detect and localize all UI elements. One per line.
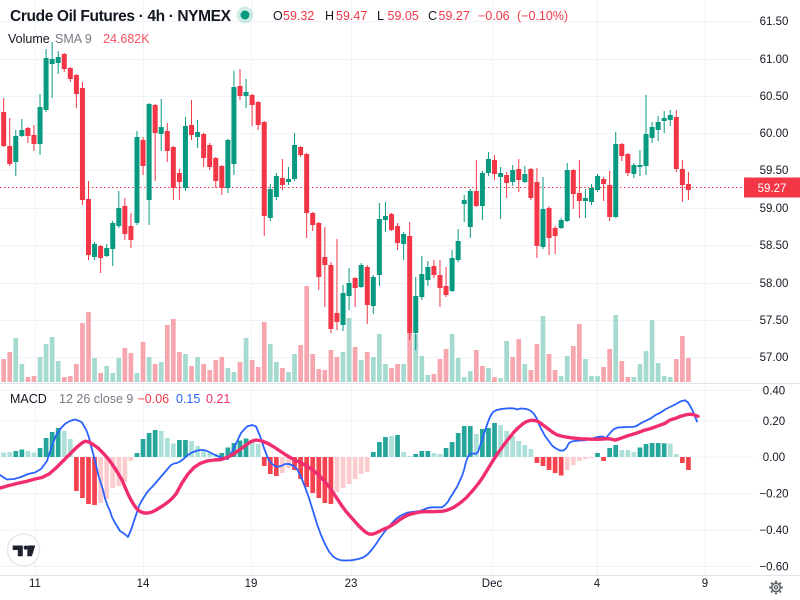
svg-text:SMA 9: SMA 9 bbox=[55, 32, 92, 46]
svg-text:12 26 close 9: 12 26 close 9 bbox=[59, 392, 133, 406]
svg-text:0.20: 0.20 bbox=[763, 416, 785, 428]
svg-text:9: 9 bbox=[702, 578, 708, 590]
svg-text:23: 23 bbox=[345, 578, 358, 590]
svg-text:Crude Oil Futures · 4h · NYMEX: Crude Oil Futures · 4h · NYMEX bbox=[10, 8, 232, 25]
svg-text:59.50: 59.50 bbox=[760, 165, 789, 177]
svg-text:−0.60: −0.60 bbox=[759, 562, 788, 574]
svg-text:−0.06: −0.06 bbox=[478, 9, 510, 23]
svg-text:24.682K: 24.682K bbox=[103, 32, 150, 46]
svg-text:59.32: 59.32 bbox=[283, 9, 314, 23]
svg-text:0.40: 0.40 bbox=[763, 386, 785, 398]
svg-text:Volume: Volume bbox=[8, 32, 50, 46]
svg-text:O: O bbox=[273, 9, 283, 23]
svg-text:0.00: 0.00 bbox=[763, 452, 785, 464]
svg-text:−0.06: −0.06 bbox=[138, 392, 170, 406]
svg-text:60.00: 60.00 bbox=[760, 128, 789, 140]
svg-text:61.00: 61.00 bbox=[760, 54, 789, 66]
svg-text:−0.40: −0.40 bbox=[759, 525, 788, 537]
svg-text:59.00: 59.00 bbox=[760, 203, 789, 215]
svg-text:(−0.10%): (−0.10%) bbox=[517, 9, 568, 23]
svg-text:60.50: 60.50 bbox=[760, 91, 789, 103]
svg-text:0.21: 0.21 bbox=[206, 392, 230, 406]
svg-text:H: H bbox=[325, 9, 334, 23]
svg-text:0.15: 0.15 bbox=[176, 392, 200, 406]
svg-text:−0.20: −0.20 bbox=[759, 489, 788, 501]
svg-text:14: 14 bbox=[137, 578, 150, 590]
svg-text:59.05: 59.05 bbox=[388, 9, 419, 23]
svg-text:MACD: MACD bbox=[10, 392, 47, 406]
svg-text:59.47: 59.47 bbox=[336, 9, 367, 23]
svg-text:4: 4 bbox=[594, 578, 601, 590]
svg-text:59.27: 59.27 bbox=[758, 183, 787, 195]
svg-text:57.50: 57.50 bbox=[760, 315, 789, 327]
svg-text:58.50: 58.50 bbox=[760, 240, 789, 252]
svg-text:11: 11 bbox=[29, 578, 41, 590]
svg-text:58.00: 58.00 bbox=[760, 278, 789, 290]
svg-text:C: C bbox=[428, 9, 437, 23]
svg-text:L: L bbox=[377, 9, 384, 23]
svg-text:57.00: 57.00 bbox=[760, 352, 789, 364]
svg-text:19: 19 bbox=[245, 578, 258, 590]
svg-text:Dec: Dec bbox=[482, 578, 503, 590]
svg-text:61.50: 61.50 bbox=[760, 16, 789, 28]
svg-text:59.27: 59.27 bbox=[439, 9, 470, 23]
